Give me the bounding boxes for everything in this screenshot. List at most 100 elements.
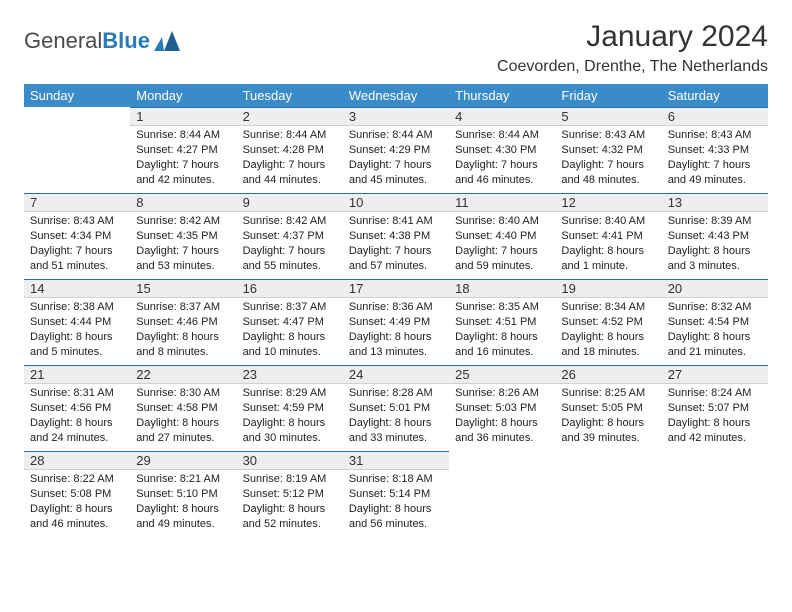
calendar-cell: 28Sunrise: 8:22 AMSunset: 5:08 PMDayligh… xyxy=(24,451,130,537)
location: Coevorden, Drenthe, The Netherlands xyxy=(497,58,768,76)
sunrise-line: Sunrise: 8:43 AM xyxy=(561,128,655,143)
day-number: 16 xyxy=(237,279,343,298)
logo: GeneralBlue xyxy=(24,28,180,54)
day-number: 14 xyxy=(24,279,130,298)
calendar-cell: 7Sunrise: 8:43 AMSunset: 4:34 PMDaylight… xyxy=(24,193,130,279)
day-body: Sunrise: 8:40 AMSunset: 4:41 PMDaylight:… xyxy=(555,212,661,277)
day-body: Sunrise: 8:44 AMSunset: 4:28 PMDaylight:… xyxy=(237,126,343,191)
calendar-cell: 9Sunrise: 8:42 AMSunset: 4:37 PMDaylight… xyxy=(237,193,343,279)
calendar-row: 14Sunrise: 8:38 AMSunset: 4:44 PMDayligh… xyxy=(24,279,768,365)
calendar-row: 28Sunrise: 8:22 AMSunset: 5:08 PMDayligh… xyxy=(24,451,768,537)
daylight-line: Daylight: 8 hours and 56 minutes. xyxy=(349,502,443,532)
day-number: 27 xyxy=(662,365,768,384)
day-number: 13 xyxy=(662,193,768,212)
calendar-cell: 24Sunrise: 8:28 AMSunset: 5:01 PMDayligh… xyxy=(343,365,449,451)
calendar-cell: 29Sunrise: 8:21 AMSunset: 5:10 PMDayligh… xyxy=(130,451,236,537)
header: GeneralBlue January 2024 Coevorden, Dren… xyxy=(24,20,768,76)
day-number: 21 xyxy=(24,365,130,384)
day-number: 22 xyxy=(130,365,236,384)
sunset-line: Sunset: 5:08 PM xyxy=(30,487,124,502)
daylight-line: Daylight: 8 hours and 36 minutes. xyxy=(455,416,549,446)
sunset-line: Sunset: 4:38 PM xyxy=(349,229,443,244)
logo-word-2: Blue xyxy=(102,28,150,53)
daylight-line: Daylight: 8 hours and 33 minutes. xyxy=(349,416,443,446)
day-body: Sunrise: 8:32 AMSunset: 4:54 PMDaylight:… xyxy=(662,298,768,363)
daylight-line: Daylight: 8 hours and 1 minute. xyxy=(561,244,655,274)
daylight-line: Daylight: 7 hours and 45 minutes. xyxy=(349,158,443,188)
daylight-line: Daylight: 8 hours and 24 minutes. xyxy=(30,416,124,446)
day-body: Sunrise: 8:39 AMSunset: 4:43 PMDaylight:… xyxy=(662,212,768,277)
calendar-cell: 31Sunrise: 8:18 AMSunset: 5:14 PMDayligh… xyxy=(343,451,449,537)
day-body: Sunrise: 8:24 AMSunset: 5:07 PMDaylight:… xyxy=(662,384,768,449)
sunrise-line: Sunrise: 8:43 AM xyxy=(668,128,762,143)
daylight-line: Daylight: 8 hours and 52 minutes. xyxy=(243,502,337,532)
sunset-line: Sunset: 5:07 PM xyxy=(668,401,762,416)
day-number: 23 xyxy=(237,365,343,384)
day-body: Sunrise: 8:19 AMSunset: 5:12 PMDaylight:… xyxy=(237,470,343,535)
sunrise-line: Sunrise: 8:44 AM xyxy=(349,128,443,143)
day-body: Sunrise: 8:41 AMSunset: 4:38 PMDaylight:… xyxy=(343,212,449,277)
sunrise-line: Sunrise: 8:31 AM xyxy=(30,386,124,401)
day-number: 18 xyxy=(449,279,555,298)
calendar-cell: 15Sunrise: 8:37 AMSunset: 4:46 PMDayligh… xyxy=(130,279,236,365)
calendar-cell-empty xyxy=(24,107,130,193)
sunset-line: Sunset: 5:14 PM xyxy=(349,487,443,502)
daylight-line: Daylight: 8 hours and 16 minutes. xyxy=(455,330,549,360)
day-body: Sunrise: 8:18 AMSunset: 5:14 PMDaylight:… xyxy=(343,470,449,535)
sunrise-line: Sunrise: 8:19 AM xyxy=(243,472,337,487)
calendar-cell: 13Sunrise: 8:39 AMSunset: 4:43 PMDayligh… xyxy=(662,193,768,279)
sunrise-line: Sunrise: 8:37 AM xyxy=(136,300,230,315)
day-body: Sunrise: 8:40 AMSunset: 4:40 PMDaylight:… xyxy=(449,212,555,277)
daylight-line: Daylight: 8 hours and 8 minutes. xyxy=(136,330,230,360)
day-number: 4 xyxy=(449,107,555,126)
sunset-line: Sunset: 4:59 PM xyxy=(243,401,337,416)
sunset-line: Sunset: 4:58 PM xyxy=(136,401,230,416)
calendar-cell: 21Sunrise: 8:31 AMSunset: 4:56 PMDayligh… xyxy=(24,365,130,451)
sunrise-line: Sunrise: 8:42 AM xyxy=(243,214,337,229)
day-number: 30 xyxy=(237,451,343,470)
day-number: 3 xyxy=(343,107,449,126)
day-body: Sunrise: 8:37 AMSunset: 4:46 PMDaylight:… xyxy=(130,298,236,363)
day-number: 31 xyxy=(343,451,449,470)
calendar-cell: 18Sunrise: 8:35 AMSunset: 4:51 PMDayligh… xyxy=(449,279,555,365)
daylight-line: Daylight: 8 hours and 39 minutes. xyxy=(561,416,655,446)
day-number: 10 xyxy=(343,193,449,212)
calendar-table: SundayMondayTuesdayWednesdayThursdayFrid… xyxy=(24,84,768,537)
daylight-line: Daylight: 8 hours and 49 minutes. xyxy=(136,502,230,532)
daylight-line: Daylight: 7 hours and 57 minutes. xyxy=(349,244,443,274)
sunrise-line: Sunrise: 8:40 AM xyxy=(455,214,549,229)
calendar-cell-empty xyxy=(449,451,555,537)
daylight-line: Daylight: 8 hours and 18 minutes. xyxy=(561,330,655,360)
calendar-cell: 11Sunrise: 8:40 AMSunset: 4:40 PMDayligh… xyxy=(449,193,555,279)
daylight-line: Daylight: 7 hours and 59 minutes. xyxy=(455,244,549,274)
calendar-cell: 17Sunrise: 8:36 AMSunset: 4:49 PMDayligh… xyxy=(343,279,449,365)
daylight-line: Daylight: 7 hours and 51 minutes. xyxy=(30,244,124,274)
day-body: Sunrise: 8:28 AMSunset: 5:01 PMDaylight:… xyxy=(343,384,449,449)
day-number: 5 xyxy=(555,107,661,126)
weekday-header: Thursday xyxy=(449,84,555,107)
sunrise-line: Sunrise: 8:44 AM xyxy=(455,128,549,143)
calendar-cell-empty xyxy=(555,451,661,537)
daylight-line: Daylight: 8 hours and 42 minutes. xyxy=(668,416,762,446)
calendar-row: 21Sunrise: 8:31 AMSunset: 4:56 PMDayligh… xyxy=(24,365,768,451)
day-number: 19 xyxy=(555,279,661,298)
month-title: January 2024 xyxy=(497,20,768,54)
day-number: 25 xyxy=(449,365,555,384)
day-number: 11 xyxy=(449,193,555,212)
day-number: 28 xyxy=(24,451,130,470)
sunset-line: Sunset: 5:03 PM xyxy=(455,401,549,416)
sunrise-line: Sunrise: 8:44 AM xyxy=(136,128,230,143)
sunrise-line: Sunrise: 8:39 AM xyxy=(668,214,762,229)
calendar-cell: 19Sunrise: 8:34 AMSunset: 4:52 PMDayligh… xyxy=(555,279,661,365)
sunrise-line: Sunrise: 8:26 AM xyxy=(455,386,549,401)
daylight-line: Daylight: 8 hours and 3 minutes. xyxy=(668,244,762,274)
day-body: Sunrise: 8:25 AMSunset: 5:05 PMDaylight:… xyxy=(555,384,661,449)
daylight-line: Daylight: 7 hours and 46 minutes. xyxy=(455,158,549,188)
day-body: Sunrise: 8:42 AMSunset: 4:37 PMDaylight:… xyxy=(237,212,343,277)
daylight-line: Daylight: 8 hours and 10 minutes. xyxy=(243,330,337,360)
sunrise-line: Sunrise: 8:38 AM xyxy=(30,300,124,315)
sunrise-line: Sunrise: 8:37 AM xyxy=(243,300,337,315)
calendar-cell: 16Sunrise: 8:37 AMSunset: 4:47 PMDayligh… xyxy=(237,279,343,365)
sunrise-line: Sunrise: 8:35 AM xyxy=(455,300,549,315)
sunset-line: Sunset: 4:54 PM xyxy=(668,315,762,330)
